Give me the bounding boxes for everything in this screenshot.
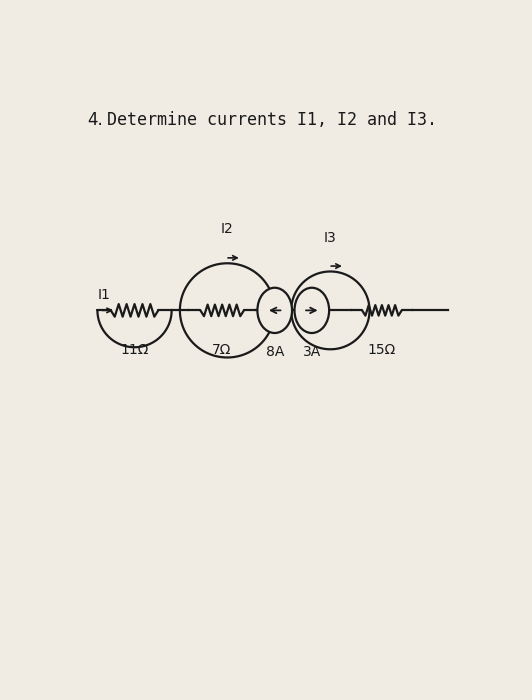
Text: Determine currents I1, I2 and I3.: Determine currents I1, I2 and I3. [87, 111, 437, 129]
Text: 7Ω: 7Ω [211, 343, 231, 357]
Text: 4.: 4. [87, 111, 103, 129]
Text: 3A: 3A [303, 345, 321, 359]
Text: 15Ω: 15Ω [368, 343, 396, 357]
Text: 8A: 8A [265, 345, 284, 359]
Text: I1: I1 [97, 288, 110, 302]
Text: 11Ω: 11Ω [120, 343, 149, 357]
Circle shape [257, 288, 292, 333]
Text: I3: I3 [324, 230, 337, 244]
Text: I2: I2 [221, 223, 234, 237]
Circle shape [295, 288, 329, 333]
